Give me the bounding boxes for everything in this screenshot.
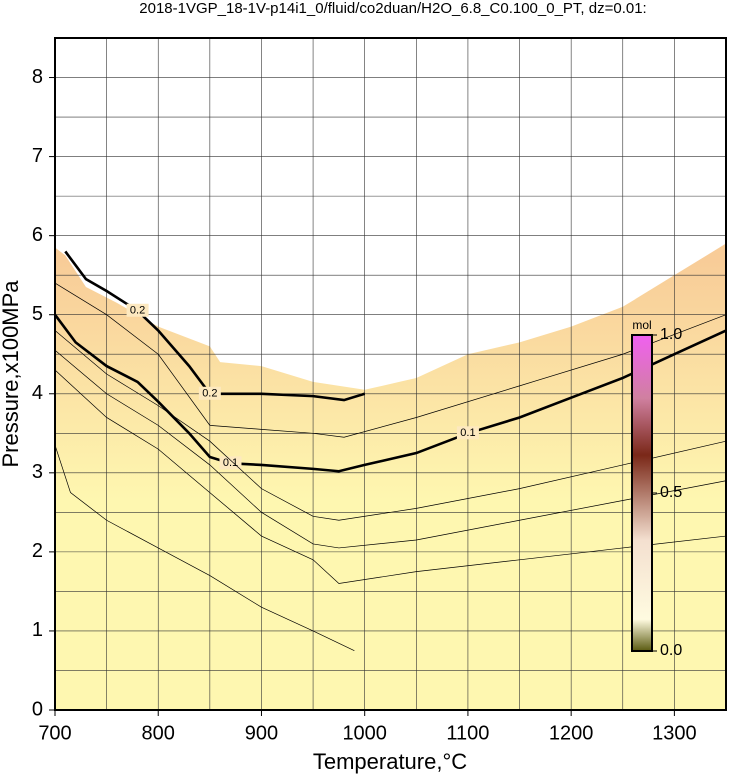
y-tick-label: 7 (32, 145, 43, 167)
x-tick-label: 800 (142, 722, 175, 744)
y-tick-label: 4 (32, 382, 43, 404)
contour-label-bg (456, 426, 479, 440)
contour-line (54, 445, 355, 652)
contour-label-bg (219, 456, 242, 470)
contour-label: 0.2 (202, 388, 217, 400)
colorbar (631, 334, 653, 652)
x-tick-label: 1000 (342, 722, 387, 744)
contour-label-bg (198, 386, 221, 400)
y-tick-label: 3 (32, 461, 43, 483)
x-tick-label: 1300 (652, 722, 697, 744)
colorbar-tick-label: 1.0 (660, 326, 682, 343)
contour-label: 0.1 (223, 457, 238, 469)
contour-line (54, 350, 727, 549)
contour-line-major (53, 313, 727, 473)
colorbar-tick-label: 0.5 (660, 484, 682, 501)
y-axis-label: Pressure,x100MPa (0, 280, 23, 468)
contour-line-major (64, 250, 366, 402)
contour-line (54, 330, 727, 521)
colorbar-label: mol (632, 318, 651, 332)
x-tick-label: 700 (38, 722, 71, 744)
x-tick-label: 1100 (446, 722, 489, 744)
x-axis-label: Temperature,°C (313, 749, 467, 774)
y-tick-label: 1 (32, 619, 43, 641)
contour-line (54, 282, 727, 438)
y-tick-label: 2 (32, 540, 43, 562)
x-tick-label: 1200 (549, 722, 594, 744)
y-tick-label: 5 (32, 303, 43, 325)
filled-region (55, 243, 726, 710)
plot-frame (54, 37, 727, 711)
y-tick-label: 8 (32, 66, 43, 88)
contour-label: 0.2 (130, 305, 145, 317)
y-tick-label: 0 (32, 698, 43, 720)
contour-label-bg (126, 303, 149, 317)
y-tick-label: 6 (32, 224, 43, 246)
contour-label: 0.1 (460, 427, 475, 439)
x-tick-label: 900 (245, 722, 278, 744)
chart-title: 2018-1VGP_18-1V-p14i1_0/fluid/co2duan/H2… (139, 0, 646, 17)
contour-line (54, 369, 727, 584)
colorbar-tick-label: 0.0 (660, 642, 682, 659)
